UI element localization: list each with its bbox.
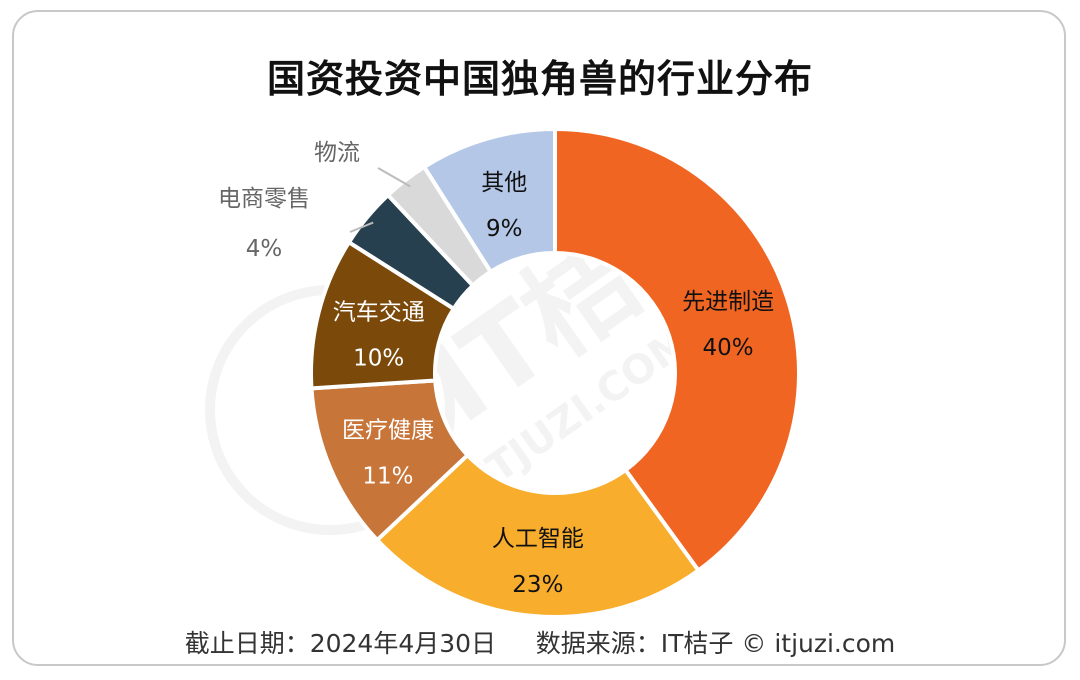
slice-2	[374, 452, 702, 619]
slice-label-5: 电商零售	[218, 186, 310, 212]
leader-line-6	[377, 167, 411, 188]
date-note: 截止日期：2024年4月30日	[184, 629, 497, 658]
slice-value-4: 10%	[353, 346, 404, 372]
slice-label-7: 其他	[481, 170, 527, 196]
chart-title: 国资投资中国独角兽的行业分布	[266, 57, 813, 101]
slice-value-1: 40%	[703, 335, 754, 361]
slice-value-5: 4%	[246, 236, 283, 262]
slice-1	[553, 126, 801, 574]
slice-value-7: 9%	[486, 216, 523, 242]
slice-label-4: 汽车交通	[333, 300, 425, 326]
slice-label-2: 人工智能	[492, 526, 584, 552]
chart-footer: 截止日期：2024年4月30日 数据来源：IT桔子 © itjuzi.com	[0, 624, 1080, 660]
slice-value-3: 11%	[362, 463, 413, 489]
slice-label-1: 先进制造	[682, 289, 774, 315]
slice-label-3: 医疗健康	[342, 417, 434, 443]
slice-label-6: 物流	[314, 140, 360, 166]
leader-line-5	[349, 221, 374, 233]
slice-value-2: 23%	[512, 572, 563, 598]
source-note: 数据来源：IT桔子 © itjuzi.com	[535, 629, 896, 658]
slice-7	[421, 126, 557, 275]
